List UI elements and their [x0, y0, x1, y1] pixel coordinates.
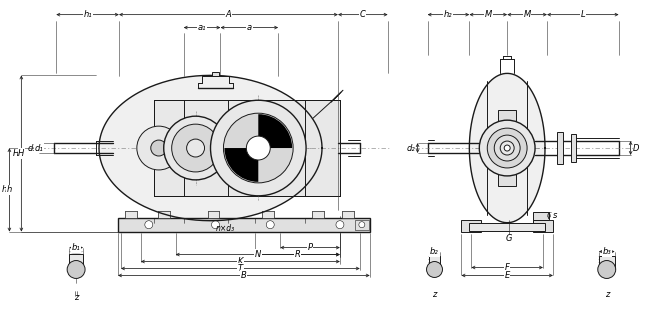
- Text: z: z: [74, 293, 78, 302]
- Bar: [118, 218, 370, 232]
- Circle shape: [211, 221, 220, 229]
- Circle shape: [172, 124, 220, 172]
- Bar: [69, 254, 83, 270]
- Bar: [125, 211, 137, 218]
- Circle shape: [500, 141, 514, 155]
- Bar: [355, 220, 369, 230]
- Text: P: P: [307, 243, 313, 252]
- Text: a: a: [247, 23, 252, 32]
- Circle shape: [67, 261, 85, 278]
- Bar: [428, 256, 441, 270]
- Text: b₃: b₃: [603, 247, 611, 256]
- Polygon shape: [469, 73, 545, 223]
- Circle shape: [164, 116, 228, 180]
- Text: T: T: [238, 264, 243, 273]
- Bar: [312, 211, 324, 218]
- Bar: [342, 211, 354, 218]
- Text: R: R: [294, 250, 300, 259]
- Bar: [158, 211, 170, 218]
- Bar: [462, 220, 481, 232]
- Text: a₁: a₁: [198, 23, 206, 32]
- Circle shape: [187, 139, 205, 157]
- Circle shape: [224, 113, 293, 183]
- Bar: [469, 223, 545, 231]
- Bar: [211, 72, 220, 76]
- Text: M: M: [523, 10, 530, 19]
- Text: F: F: [505, 263, 510, 272]
- Text: h: h: [6, 185, 12, 194]
- Circle shape: [494, 135, 520, 161]
- Text: d₂: d₂: [407, 144, 415, 153]
- Text: s: s: [553, 211, 557, 220]
- Text: L: L: [580, 10, 585, 19]
- Bar: [571, 134, 576, 162]
- Circle shape: [336, 221, 344, 229]
- Bar: [154, 100, 340, 196]
- Bar: [557, 132, 563, 164]
- Bar: [499, 110, 516, 186]
- Bar: [533, 212, 549, 220]
- Text: E: E: [504, 271, 510, 280]
- Wedge shape: [258, 114, 292, 148]
- Wedge shape: [224, 148, 258, 182]
- Text: H: H: [18, 149, 25, 158]
- Text: G: G: [506, 234, 512, 243]
- Circle shape: [426, 261, 443, 277]
- Text: b₂: b₂: [430, 247, 439, 256]
- Text: h: h: [2, 185, 7, 194]
- Text: D: D: [632, 144, 639, 153]
- Text: B: B: [241, 271, 247, 280]
- Circle shape: [151, 140, 166, 156]
- Text: H: H: [13, 149, 20, 158]
- Circle shape: [479, 120, 535, 176]
- Bar: [481, 139, 533, 157]
- Text: z: z: [432, 290, 437, 299]
- Circle shape: [145, 221, 153, 229]
- Circle shape: [359, 222, 365, 228]
- Text: h₁: h₁: [83, 10, 92, 19]
- Text: A: A: [226, 10, 231, 19]
- Bar: [599, 256, 615, 270]
- Text: z: z: [604, 290, 609, 299]
- Circle shape: [246, 136, 270, 160]
- Circle shape: [598, 261, 616, 278]
- Text: N: N: [255, 250, 261, 259]
- Bar: [207, 211, 220, 218]
- Polygon shape: [99, 76, 322, 221]
- Circle shape: [266, 221, 274, 229]
- Text: d₁: d₁: [27, 144, 36, 153]
- Circle shape: [504, 145, 510, 151]
- Text: h₂: h₂: [444, 10, 453, 19]
- Text: K: K: [238, 257, 243, 266]
- Bar: [263, 211, 274, 218]
- Bar: [533, 220, 553, 232]
- Circle shape: [488, 128, 527, 168]
- Text: C: C: [360, 10, 366, 19]
- Circle shape: [137, 126, 181, 170]
- Text: n×d₃: n×d₃: [216, 224, 235, 233]
- Circle shape: [211, 100, 306, 196]
- Text: M: M: [485, 10, 492, 19]
- Text: b₁: b₁: [72, 243, 81, 252]
- Text: d₁: d₁: [35, 144, 44, 153]
